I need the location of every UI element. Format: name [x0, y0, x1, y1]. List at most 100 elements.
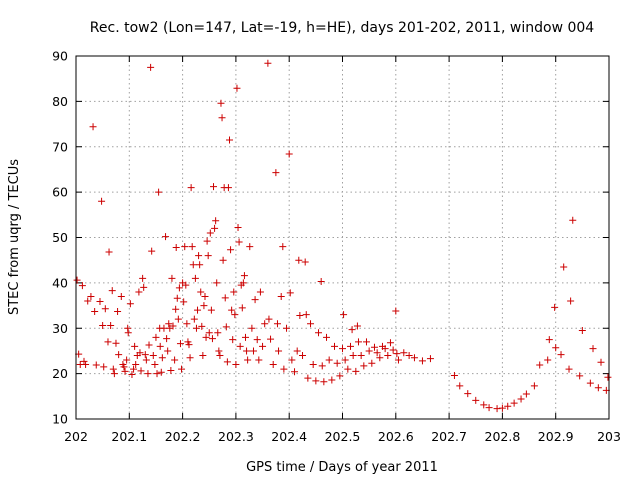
data-point	[183, 320, 191, 328]
data-point	[190, 315, 198, 323]
data-point	[172, 305, 180, 313]
data-point	[286, 289, 294, 297]
data-point	[272, 169, 280, 177]
data-point	[394, 356, 402, 364]
data-point	[160, 324, 168, 332]
data-point	[187, 184, 195, 192]
y-tick-label: 10	[52, 412, 68, 427]
data-points	[73, 59, 612, 413]
data-point	[331, 342, 339, 350]
data-point	[498, 404, 506, 412]
data-point	[230, 288, 238, 296]
data-point	[323, 333, 331, 341]
data-point	[246, 243, 254, 251]
data-point	[234, 224, 242, 232]
data-point	[339, 345, 346, 353]
data-point	[275, 347, 283, 355]
data-point	[240, 272, 248, 280]
data-point	[197, 288, 205, 296]
data-point	[167, 366, 175, 374]
data-point	[560, 263, 568, 271]
data-point	[283, 324, 291, 332]
data-point	[241, 333, 249, 341]
data-point	[341, 356, 349, 364]
data-point	[214, 329, 222, 337]
data-point	[148, 247, 156, 255]
data-point	[203, 237, 211, 245]
data-point	[318, 362, 326, 370]
data-point	[576, 372, 584, 380]
data-point	[320, 378, 328, 386]
data-point	[171, 356, 179, 364]
data-point	[333, 359, 341, 367]
data-point	[215, 347, 223, 355]
data-point	[219, 256, 227, 264]
data-point	[365, 347, 373, 355]
data-point	[221, 294, 229, 302]
data-point	[317, 278, 325, 286]
data-point	[120, 363, 128, 371]
data-point	[144, 370, 152, 378]
data-point	[393, 350, 401, 358]
x-tick-label: 202.2	[165, 429, 201, 444]
data-point	[239, 279, 247, 287]
data-point	[206, 229, 214, 237]
data-point	[565, 365, 573, 373]
data-point	[84, 297, 92, 305]
data-point	[510, 399, 518, 407]
data-point	[140, 283, 148, 291]
y-tick-label: 60	[52, 185, 68, 200]
data-point	[259, 342, 267, 350]
data-point	[115, 351, 123, 359]
data-point	[567, 297, 575, 305]
data-point	[426, 355, 434, 363]
data-point	[110, 370, 118, 378]
data-point	[137, 367, 145, 375]
data-point	[173, 294, 181, 302]
x-axis-label: GPS time / Days of year 2011	[246, 460, 438, 475]
data-point	[400, 349, 408, 357]
data-point	[163, 335, 171, 343]
data-point	[295, 256, 303, 264]
data-point	[456, 382, 464, 390]
data-point	[301, 258, 309, 266]
y-tick-label: 30	[52, 321, 68, 336]
data-point	[464, 390, 472, 398]
data-point	[196, 261, 204, 269]
data-point	[346, 342, 354, 350]
data-point	[178, 365, 186, 373]
data-point	[211, 224, 219, 232]
data-point	[147, 63, 155, 71]
data-point	[255, 356, 263, 364]
data-point	[200, 302, 208, 310]
data-point	[142, 356, 150, 364]
data-point	[135, 288, 143, 296]
data-point	[185, 341, 193, 349]
data-point	[288, 356, 296, 364]
data-point	[201, 292, 209, 300]
data-point	[130, 365, 138, 373]
data-point	[312, 377, 320, 385]
data-point	[124, 329, 132, 337]
data-point	[256, 288, 264, 296]
data-point	[205, 329, 213, 337]
data-point	[157, 368, 165, 376]
data-point	[202, 333, 210, 341]
data-point	[373, 349, 381, 357]
data-point	[169, 322, 177, 330]
data-point	[156, 342, 164, 350]
data-point	[353, 322, 361, 330]
data-point	[251, 296, 259, 304]
data-point	[91, 307, 99, 315]
data-point	[172, 243, 180, 251]
data-point	[198, 322, 206, 330]
data-point	[530, 382, 538, 390]
data-point	[302, 311, 310, 319]
data-point	[104, 338, 112, 346]
data-point	[376, 354, 384, 362]
x-tick-label: 202.7	[431, 429, 467, 444]
y-tick-label: 50	[52, 230, 68, 245]
x-tick-label: 203	[597, 429, 621, 444]
data-point	[199, 351, 207, 359]
